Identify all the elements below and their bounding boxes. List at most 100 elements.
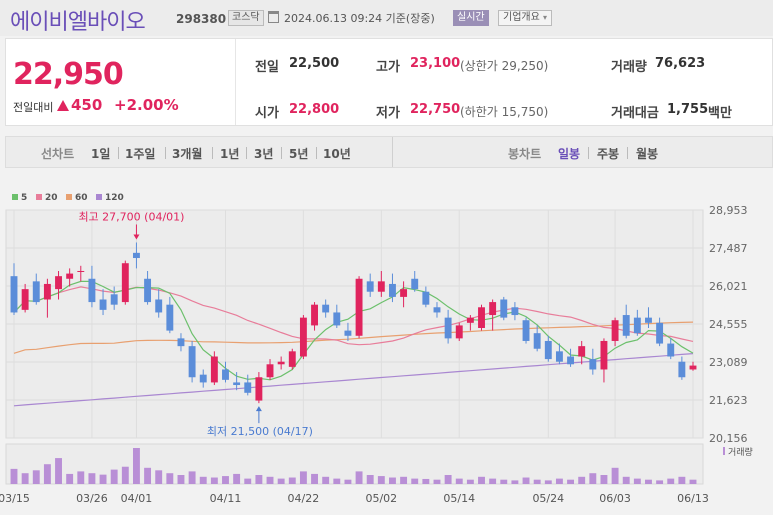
candle-body <box>188 346 196 378</box>
low-annotation: 최저 21,500 (04/17) <box>207 425 313 438</box>
volume-bar <box>645 479 652 484</box>
candle-body <box>522 320 530 341</box>
volume-bar <box>121 466 129 484</box>
candle-body <box>322 304 330 313</box>
candle-body <box>277 361 285 365</box>
candle-body <box>422 291 430 305</box>
period-1w[interactable]: 1주일 <box>125 147 156 161</box>
volume-bar <box>43 464 51 484</box>
volume-label: 거래량 <box>611 60 647 75</box>
candle-body <box>544 340 552 360</box>
volume-bar <box>10 468 18 484</box>
realtime-badge[interactable]: 실시간 <box>453 10 489 26</box>
candle-body <box>77 270 85 272</box>
y-tick-label: 21,623 <box>709 394 748 407</box>
line-chart-label: 선차트 <box>41 147 75 161</box>
volume-bar <box>322 476 330 484</box>
volume-bar <box>110 469 118 484</box>
candle-body <box>155 299 163 313</box>
divider <box>627 147 628 159</box>
high-arrow-icon <box>133 234 140 240</box>
candle-body <box>689 365 697 370</box>
volume-bar <box>132 448 140 484</box>
period-1d[interactable]: 1일 <box>91 147 111 161</box>
up-arrow-icon <box>57 100 69 111</box>
candle-body <box>333 312 341 326</box>
period-3y[interactable]: 3년 <box>254 147 274 161</box>
x-tick-label: 06/03 <box>599 492 631 505</box>
volume-bar <box>21 473 29 484</box>
volume-bar <box>544 480 552 484</box>
volume-bar <box>656 480 664 484</box>
candle-body <box>210 356 218 383</box>
volume-bar <box>511 480 519 484</box>
y-tick-label: 26,021 <box>709 280 748 293</box>
volume-bar <box>210 477 218 484</box>
candle-body <box>678 361 686 378</box>
low-arrow-icon <box>255 406 262 412</box>
price-chart-area: 5 20 60 120 28,953 27,487 26,021 24,555 23,089 21… <box>0 186 773 511</box>
candle-daily[interactable]: 일봉 <box>558 147 581 161</box>
volume-bar <box>622 476 630 484</box>
candle-body <box>611 320 619 341</box>
period-selector: 선차트 1일 1주일 3개월 1년 3년 5년 10년 봉차트 일봉 주봉 월봉 <box>5 136 773 168</box>
volume-bar <box>299 471 307 484</box>
candle-body <box>244 382 252 393</box>
stock-name: 에이비엘바이오 <box>10 10 146 35</box>
candle-body <box>199 374 207 383</box>
candle-body <box>389 283 396 297</box>
legend-swatch <box>66 194 72 200</box>
volume-bar <box>422 478 430 484</box>
divider <box>212 147 213 159</box>
period-10y[interactable]: 10년 <box>323 147 351 161</box>
volume-bar <box>522 477 530 484</box>
volume-bar <box>188 471 196 484</box>
volume-bar <box>88 473 96 484</box>
period-5y[interactable]: 5년 <box>289 147 309 161</box>
candle-body <box>110 294 118 305</box>
prev-close-label: 전일 <box>255 60 279 75</box>
volume-bar <box>55 458 62 484</box>
volume-bar <box>99 474 107 484</box>
period-1y[interactable]: 1년 <box>220 147 240 161</box>
candle-body <box>355 278 363 336</box>
amount-unit: 백만 <box>708 106 732 121</box>
volume-bar <box>344 479 352 484</box>
quote-datetime: 2024.06.13 09:24 기준(장중) <box>284 12 435 25</box>
volume-bar <box>411 478 419 484</box>
company-overview-button[interactable]: 기업개요 ▾ <box>498 10 553 26</box>
candle-body <box>633 317 641 334</box>
volume-bar <box>567 479 575 484</box>
candle-body <box>567 356 575 365</box>
x-tick-label: 04/01 <box>121 492 153 505</box>
price-chart[interactable]: 5 20 60 120 28,953 27,487 26,021 24,555 23,089 21… <box>0 186 773 511</box>
volume-bar <box>533 479 541 484</box>
upper-limit: (상한가 29,250) <box>460 59 549 73</box>
candle-body <box>455 325 463 339</box>
x-tick-label: 05/02 <box>365 492 397 505</box>
legend-label: 60 <box>75 193 88 203</box>
candle-body <box>578 346 586 357</box>
company-overview-label: 기업개요 <box>503 12 540 23</box>
volume-bar <box>155 470 163 484</box>
low-label: 저가 <box>376 106 400 121</box>
stock-header: 에이비엘바이오 298380 코스닥 2024.06.13 09:24 기준(장… <box>0 0 773 36</box>
candle-weekly[interactable]: 주봉 <box>597 147 620 161</box>
candle-chart-label: 봉차트 <box>508 147 542 161</box>
volume-bar <box>466 479 474 484</box>
divider <box>316 147 317 159</box>
volume-bar <box>233 473 241 484</box>
divider <box>588 147 589 159</box>
candle-monthly[interactable]: 월봉 <box>636 147 659 161</box>
period-3m[interactable]: 3개월 <box>172 147 203 161</box>
candle-body <box>311 304 318 326</box>
candle-body <box>21 289 29 310</box>
candle-body <box>99 299 107 310</box>
volume-bar <box>589 473 597 484</box>
y-tick-label: 23,089 <box>709 356 748 369</box>
volume-bar <box>355 471 363 484</box>
current-price: 22,950 <box>13 57 124 92</box>
candle-body <box>10 276 18 313</box>
divider <box>165 147 166 159</box>
volume-bar <box>678 476 686 484</box>
